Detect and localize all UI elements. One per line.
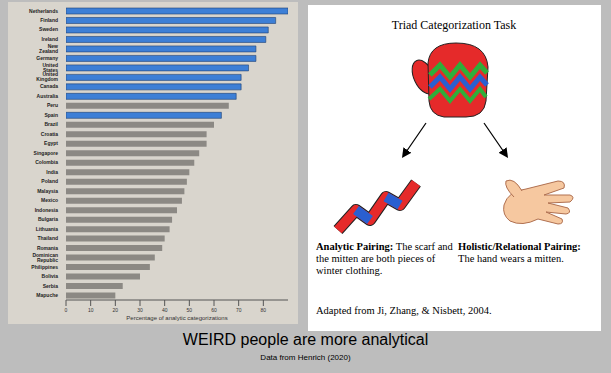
svg-text:Singapore: Singapore <box>34 150 59 156</box>
html-text:Data from Henrich (2020): Data from Henrich (2020) <box>260 353 351 362</box>
svg-text:50: 50 <box>187 307 193 313</box>
svg-text:NewZealand: NewZealand <box>39 43 58 54</box>
html-text:States: States <box>43 66 58 73</box>
svg-text:Bolivia: Bolivia <box>42 273 59 279</box>
svg-text:Colombia: Colombia <box>35 159 58 165</box>
svg-text:0: 0 <box>65 307 68 313</box>
svg-text:Egypt: Egypt <box>44 140 58 146</box>
svg-text:Serbia: Serbia <box>43 283 59 289</box>
html-text:Holistic/Relational Pairing:: Holistic/Relational Pairing: <box>458 241 581 252</box>
html-text:Adapted from Ji, Zhang, & Nisb: Adapted from Ji, Zhang, & Nisbett, 2004. <box>316 305 492 316</box>
svg-text:10: 10 <box>88 307 94 313</box>
svg-text:Croatia: Croatia <box>41 131 58 137</box>
html-text:WEIRD people are more analytic: WEIRD people are more analytical <box>182 331 429 348</box>
svg-text:Canada: Canada <box>40 83 58 89</box>
svg-text:30: 30 <box>137 307 143 313</box>
svg-text:Percentage of analytic categor: Percentage of analytic categorizations <box>126 315 227 321</box>
svg-text:UnitedKingdom: UnitedKingdom <box>36 71 58 82</box>
svg-text:20: 20 <box>113 307 119 313</box>
svg-text:India: India <box>46 169 58 175</box>
svg-text:Australia: Australia <box>37 93 59 99</box>
svg-text:Indonesia: Indonesia <box>35 207 59 213</box>
svg-text:70: 70 <box>236 307 242 313</box>
svg-text:Malaysia: Malaysia <box>37 188 58 194</box>
svg-text:Mapuche: Mapuche <box>36 292 58 298</box>
html-text:The hand wears a mitten.: The hand wears a mitten. <box>458 253 564 264</box>
svg-text:Germany: Germany <box>36 55 58 61</box>
svg-text:Philippines: Philippines <box>31 264 58 270</box>
svg-text:Brazil: Brazil <box>44 121 58 127</box>
svg-text:Peru: Peru <box>47 102 58 108</box>
svg-text:60: 60 <box>211 307 217 313</box>
svg-text:80: 80 <box>261 307 267 313</box>
svg-text:Spain: Spain <box>44 112 58 118</box>
svg-text:Sweden: Sweden <box>39 26 58 32</box>
svg-text:DominicanRepublic: DominicanRepublic <box>32 252 58 263</box>
svg-text:Netherlands: Netherlands <box>29 8 58 14</box>
html-text:Analytic Pairing: The scarf an: Analytic Pairing: The scarf and the mitt… <box>316 241 453 276</box>
svg-text:Romania: Romania <box>37 245 58 251</box>
svg-text:Finland: Finland <box>40 17 58 23</box>
svg-text:Triad Categorization Task: Triad Categorization Task <box>392 18 516 32</box>
svg-text:Lithuania: Lithuania <box>36 226 58 232</box>
svg-text:Thailand: Thailand <box>37 235 58 241</box>
svg-text:Mexico: Mexico <box>41 197 58 203</box>
svg-text:Bulgaria: Bulgaria <box>38 216 58 222</box>
svg-text:40: 40 <box>162 307 168 313</box>
svg-text:Ireland: Ireland <box>42 36 58 42</box>
html-text:United: United <box>42 61 58 68</box>
svg-text:Poland: Poland <box>41 178 58 184</box>
